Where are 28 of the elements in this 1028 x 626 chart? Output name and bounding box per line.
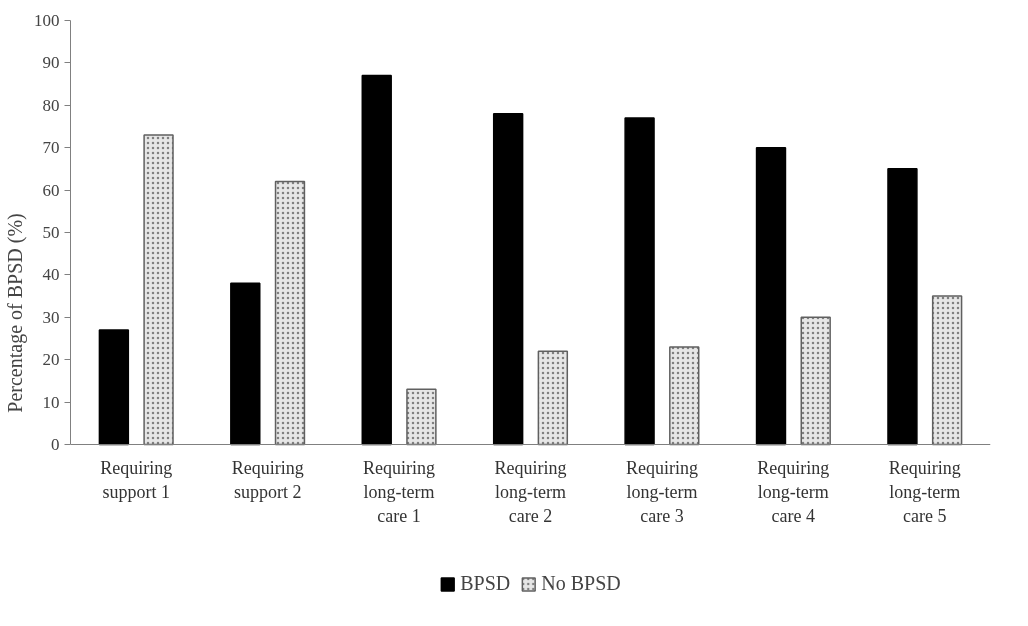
bar (624, 117, 655, 446)
x-tick-label: Requiring support 1 (100, 458, 173, 503)
y-tick-label: 20 (42, 350, 60, 370)
bar (98, 329, 130, 446)
y-tick-label: 30 (42, 307, 60, 327)
y-tick-label: 0 (51, 434, 60, 454)
y-tick-label: 10 (42, 392, 60, 412)
y-tick-label: 40 (42, 265, 60, 285)
x-tick-label: Requiring long-term care 4 (757, 458, 830, 527)
x-tick-label: Requiring long-term care 5 (888, 458, 961, 527)
y-tick-label: 50 (42, 222, 60, 242)
legend-label: No BPSD (541, 572, 621, 595)
bar (755, 146, 787, 446)
y-tick-label: 100 (34, 11, 60, 30)
bar (361, 74, 392, 446)
y-axis-title: Percentage of BPSD (%) (4, 213, 27, 413)
y-tick-label: 70 (42, 138, 60, 158)
x-tick-label: Requiring long-term care 2 (494, 458, 567, 527)
y-tick-label: 60 (42, 180, 60, 200)
y-tick-label: 80 (42, 95, 60, 115)
y-tick-label: 90 (42, 53, 60, 73)
x-tick-label: Requiring long-term care 3 (625, 458, 698, 527)
bar (492, 113, 524, 446)
bar (230, 282, 261, 446)
legend-label: BPSD (460, 572, 511, 595)
x-tick-label: Requiring support 2 (231, 458, 304, 503)
x-tick-label: Requiring long-term care 1 (363, 458, 436, 527)
bar (887, 168, 918, 446)
